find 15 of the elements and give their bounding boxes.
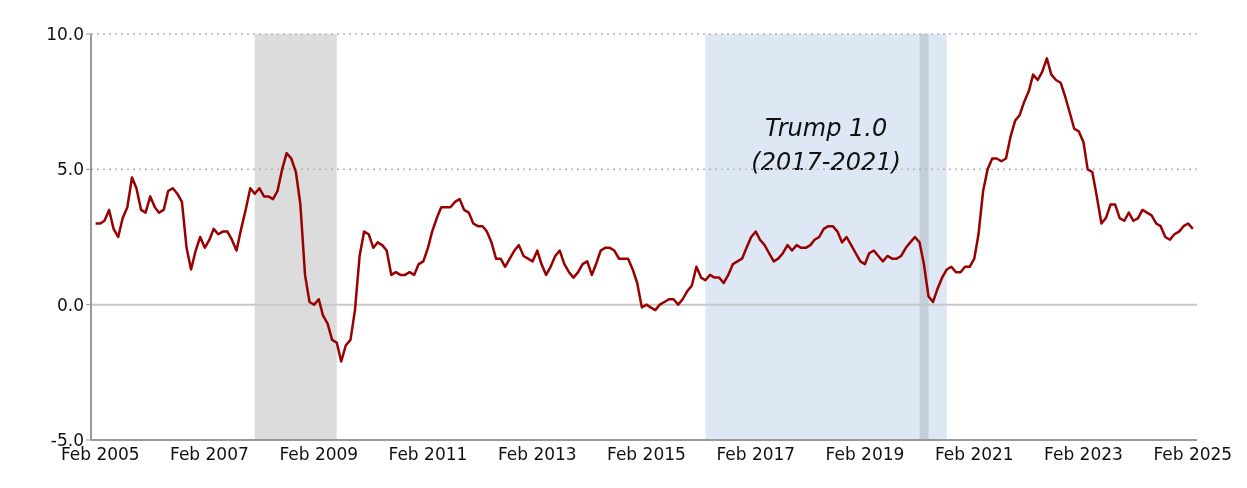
x-tick-label: Feb 2013 <box>497 444 577 465</box>
line-series <box>94 57 1195 363</box>
y-tick-label: 5.0 <box>56 159 84 180</box>
x-tick-label: Feb 2007 <box>170 444 249 465</box>
x-tick-label: Feb 2011 <box>388 444 468 465</box>
x-tick-label: Feb 2023 <box>1044 444 1123 465</box>
x-tick-label: Feb 2025 <box>1153 444 1233 465</box>
y-tick-label: 0.0 <box>56 294 84 315</box>
x-tick-label: Feb 2021 <box>934 444 1014 465</box>
band-label: Trump 1.0 (2017-2021) <box>751 114 901 176</box>
y-tick-label: 10.0 <box>46 24 84 45</box>
x-tick-label: Feb 2009 <box>279 444 359 465</box>
x-tick-label: Feb 2019 <box>825 444 905 465</box>
x-tick-label: Feb 2017 <box>716 444 796 465</box>
x-tick-label: Feb 2015 <box>607 444 686 465</box>
